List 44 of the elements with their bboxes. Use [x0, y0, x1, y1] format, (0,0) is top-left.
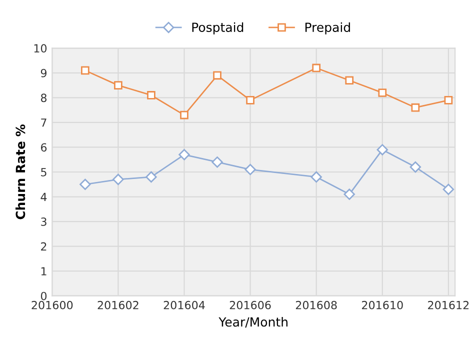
point [80, 66, 90, 75]
point [178, 149, 190, 160]
legend-label: Prepaid [305, 22, 350, 34]
y-tick-label: 4 [40, 192, 47, 201]
point [180, 110, 188, 120]
y-tick-label: 6 [40, 143, 47, 152]
point [442, 184, 454, 195]
x-tick-label: 201608 [296, 300, 337, 310]
point [411, 103, 420, 112]
point [114, 81, 122, 90]
x-tick-label: 201606 [230, 300, 271, 310]
x-tick-label: 201612 [428, 300, 469, 310]
x-tick-label: 201602 [98, 300, 138, 310]
point [244, 164, 256, 176]
y-tick-label: 3 [41, 218, 46, 226]
point [112, 174, 124, 186]
y-tick-label: 9 [40, 68, 46, 78]
point [444, 96, 453, 104]
point [212, 156, 223, 168]
point [312, 64, 321, 72]
y-tick-label: 8 [40, 94, 47, 102]
point [246, 96, 254, 104]
point [147, 91, 156, 100]
y-tick-label: 10 [34, 44, 47, 53]
point [376, 144, 388, 156]
y-tick-label: 7 [41, 118, 46, 127]
x-tick-label: 201604 [164, 300, 205, 310]
y-tick-label: 2 [41, 242, 46, 251]
point [80, 178, 91, 190]
x-tick-label: 201600 [32, 300, 73, 310]
point [310, 171, 322, 183]
x-tick-label: 201610 [362, 300, 403, 310]
point [378, 88, 387, 97]
y-axis-title: Churn Rate % [15, 124, 26, 220]
x-axis-title: Year/Month [218, 317, 288, 328]
y-tick-label: 5 [41, 168, 46, 176]
point [146, 171, 157, 183]
y-tick-label: 1 [41, 267, 46, 276]
point [213, 71, 222, 80]
point [345, 76, 354, 85]
point [344, 188, 355, 200]
y-tick-label: 0 [40, 292, 47, 300]
legend-label: Posptaid [192, 22, 244, 34]
point [410, 161, 422, 173]
